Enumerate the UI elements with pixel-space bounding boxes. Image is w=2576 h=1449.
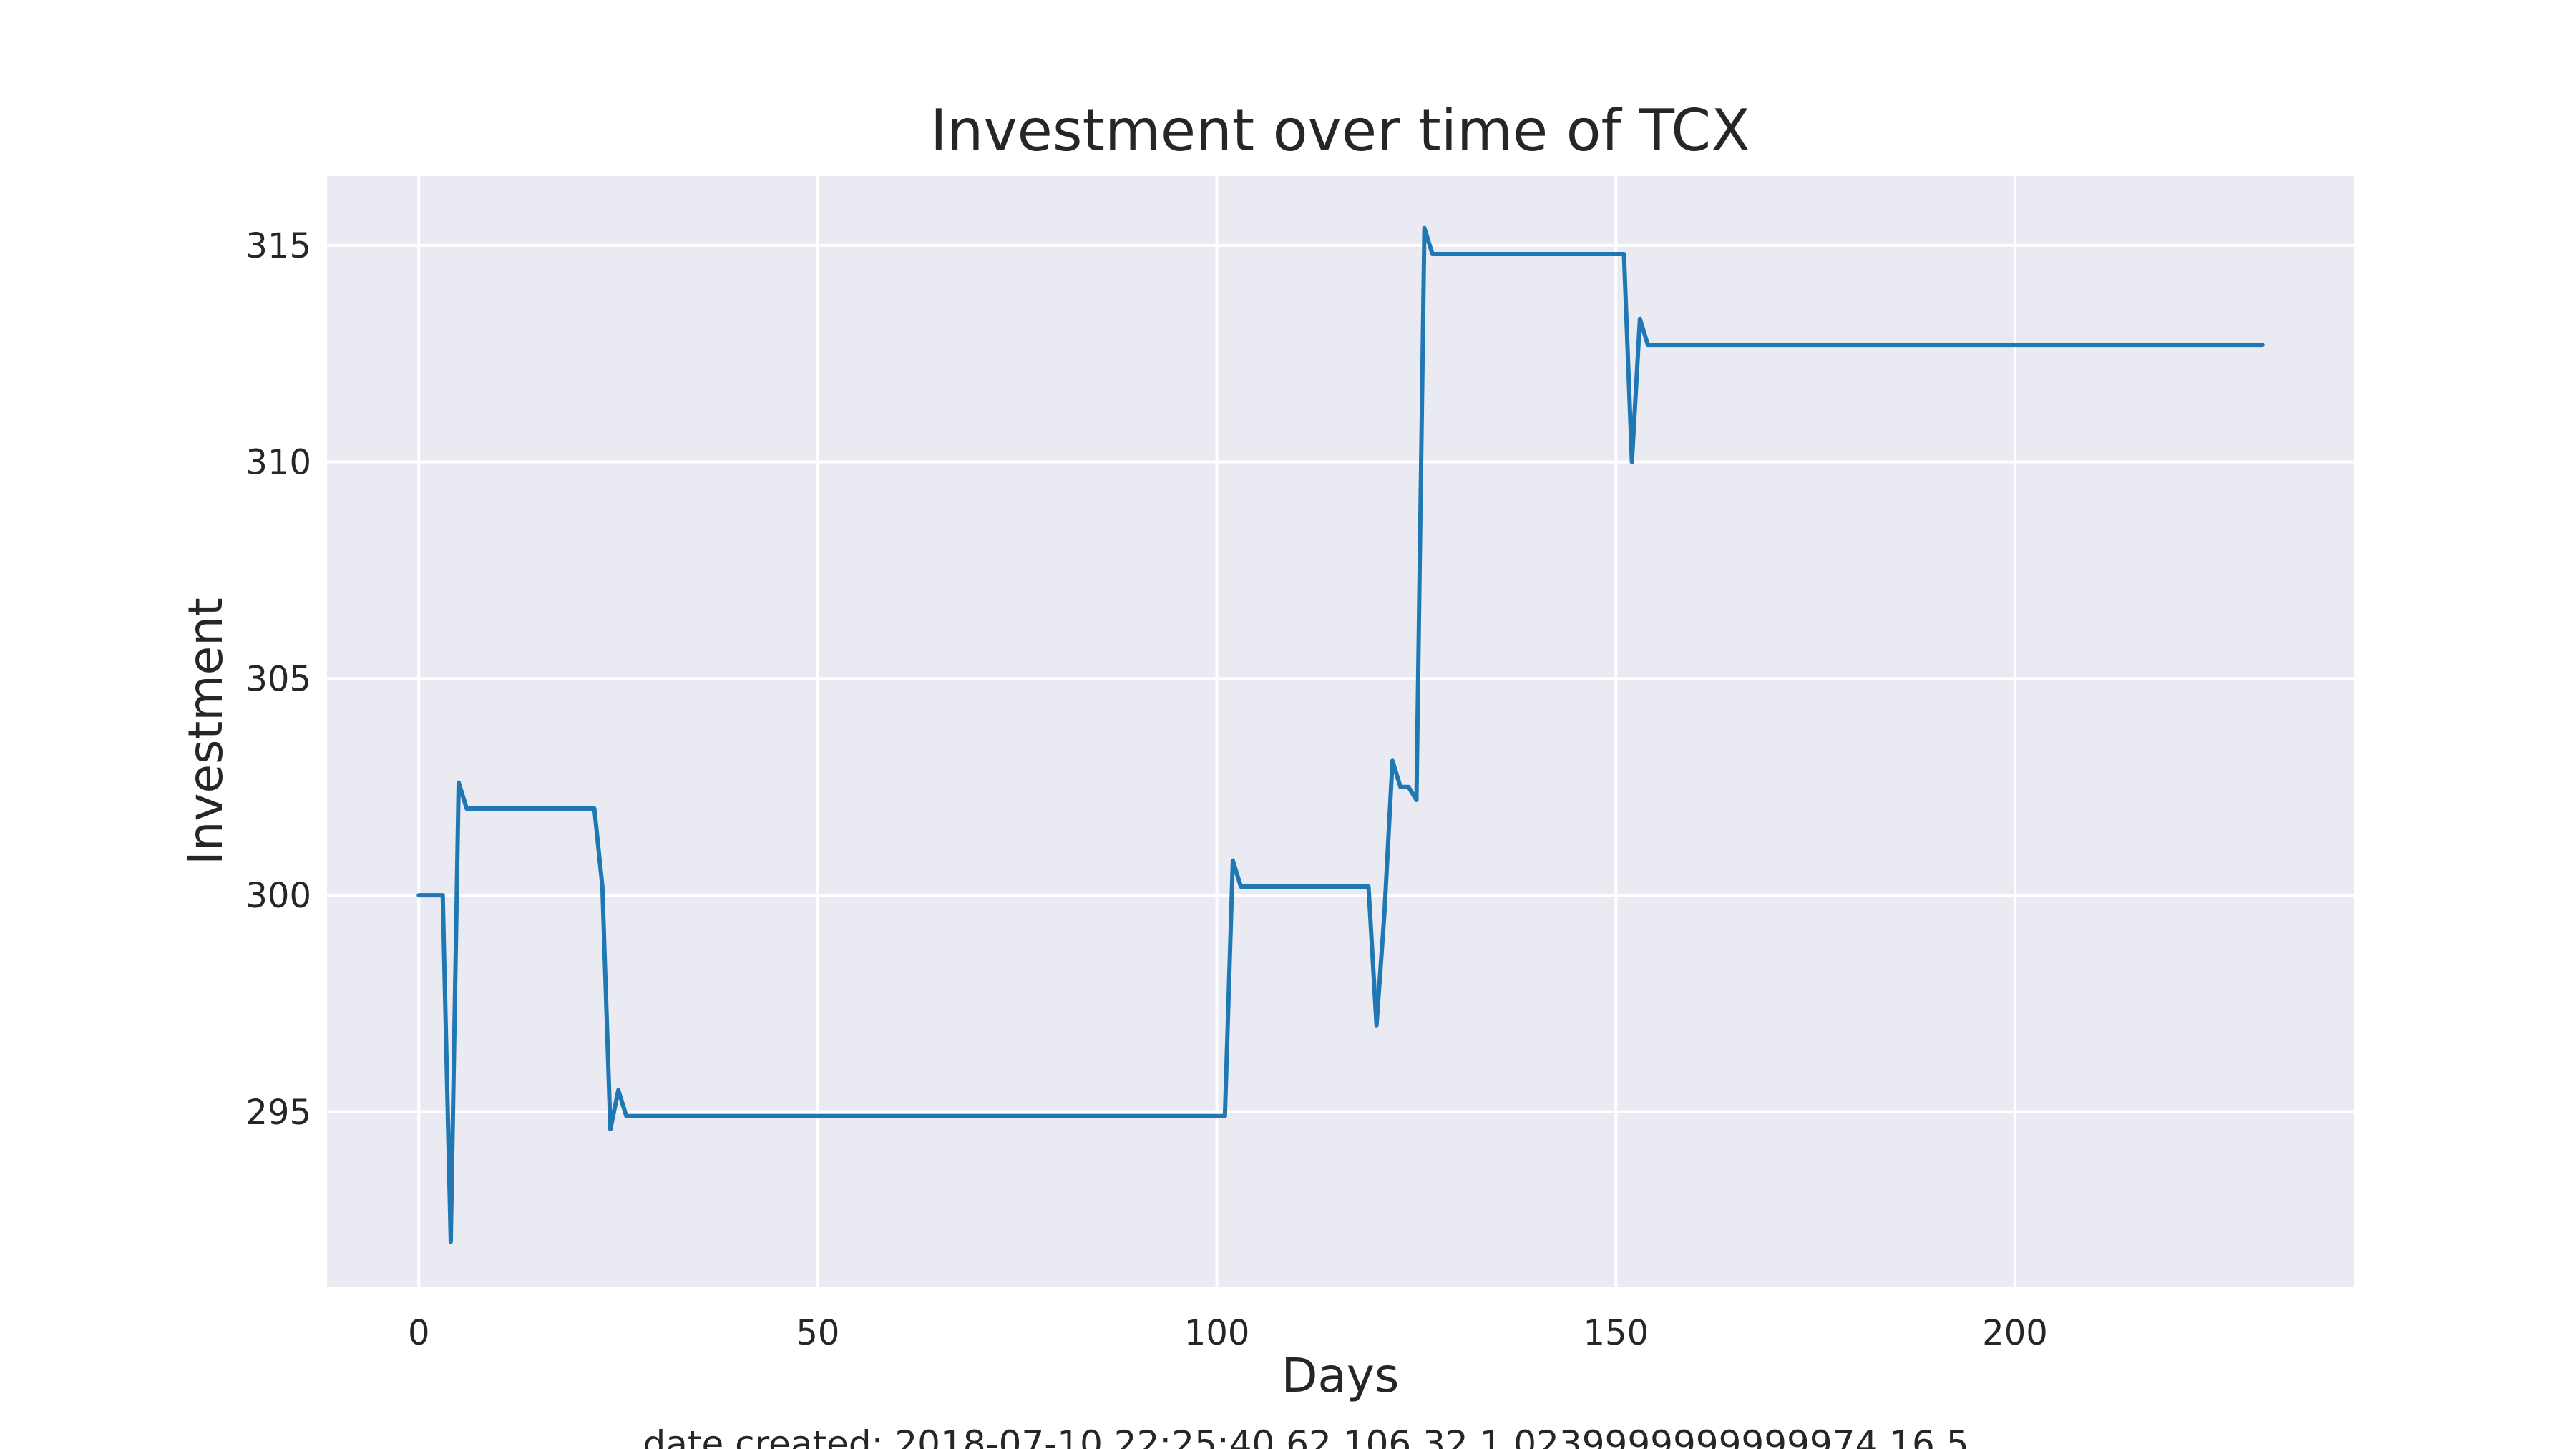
y-axis-label: Investment xyxy=(178,597,233,865)
plot-background xyxy=(327,176,2354,1287)
y-tick-label: 305 xyxy=(245,659,311,699)
date-created-caption: date created: 2018-07-10 22:25:40 62 106… xyxy=(643,1423,1968,1449)
y-tick-label: 300 xyxy=(245,876,311,916)
y-tick-label: 310 xyxy=(245,443,311,483)
x-tick-label: 50 xyxy=(796,1313,839,1353)
x-axis-ticks: 0 50 100 150 200 xyxy=(408,1313,2048,1353)
chart-title: Investment over time of TCX xyxy=(930,97,1750,164)
y-tick-label: 295 xyxy=(245,1093,311,1133)
x-axis-label: Days xyxy=(1282,1348,1400,1403)
y-tick-label: 315 xyxy=(245,226,311,266)
investment-line xyxy=(416,225,2265,1244)
x-tick-label: 0 xyxy=(408,1313,430,1353)
x-tick-label: 150 xyxy=(1583,1313,1649,1353)
grid xyxy=(327,176,2354,1287)
y-axis-ticks: 295 300 305 310 315 xyxy=(245,226,311,1133)
series-layer xyxy=(416,225,2265,1244)
x-tick-label: 200 xyxy=(1982,1313,2048,1353)
x-tick-label: 100 xyxy=(1184,1313,1250,1353)
